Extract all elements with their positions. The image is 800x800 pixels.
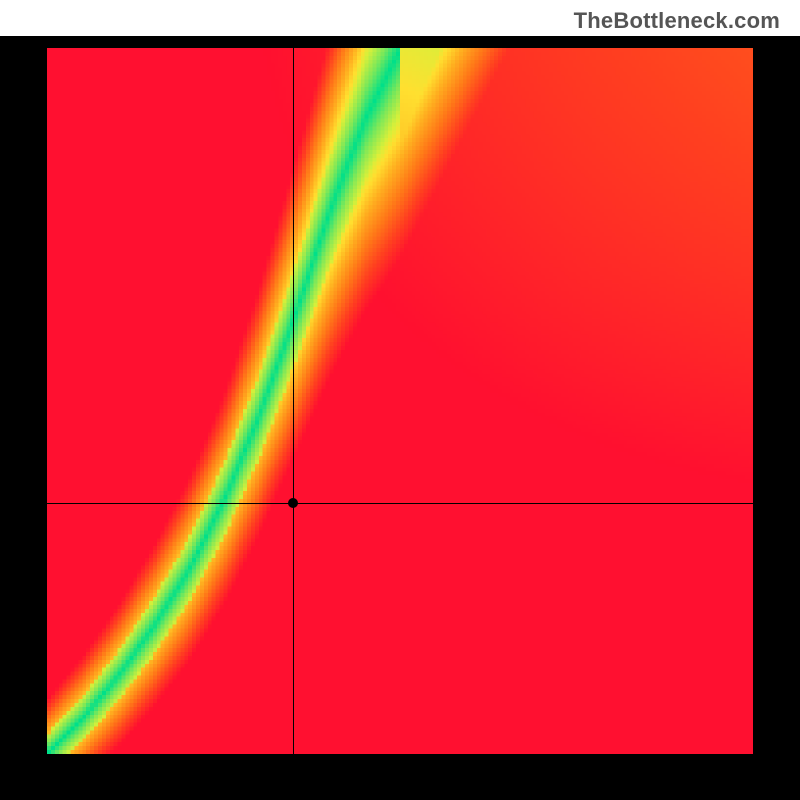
marker-dot (288, 498, 298, 508)
heatmap-canvas (47, 48, 753, 754)
watermark-text: TheBottleneck.com (574, 8, 780, 34)
chart-frame (0, 36, 800, 800)
crosshair-vertical (293, 48, 294, 754)
heatmap-plot-area (47, 48, 753, 754)
crosshair-horizontal (47, 503, 753, 504)
